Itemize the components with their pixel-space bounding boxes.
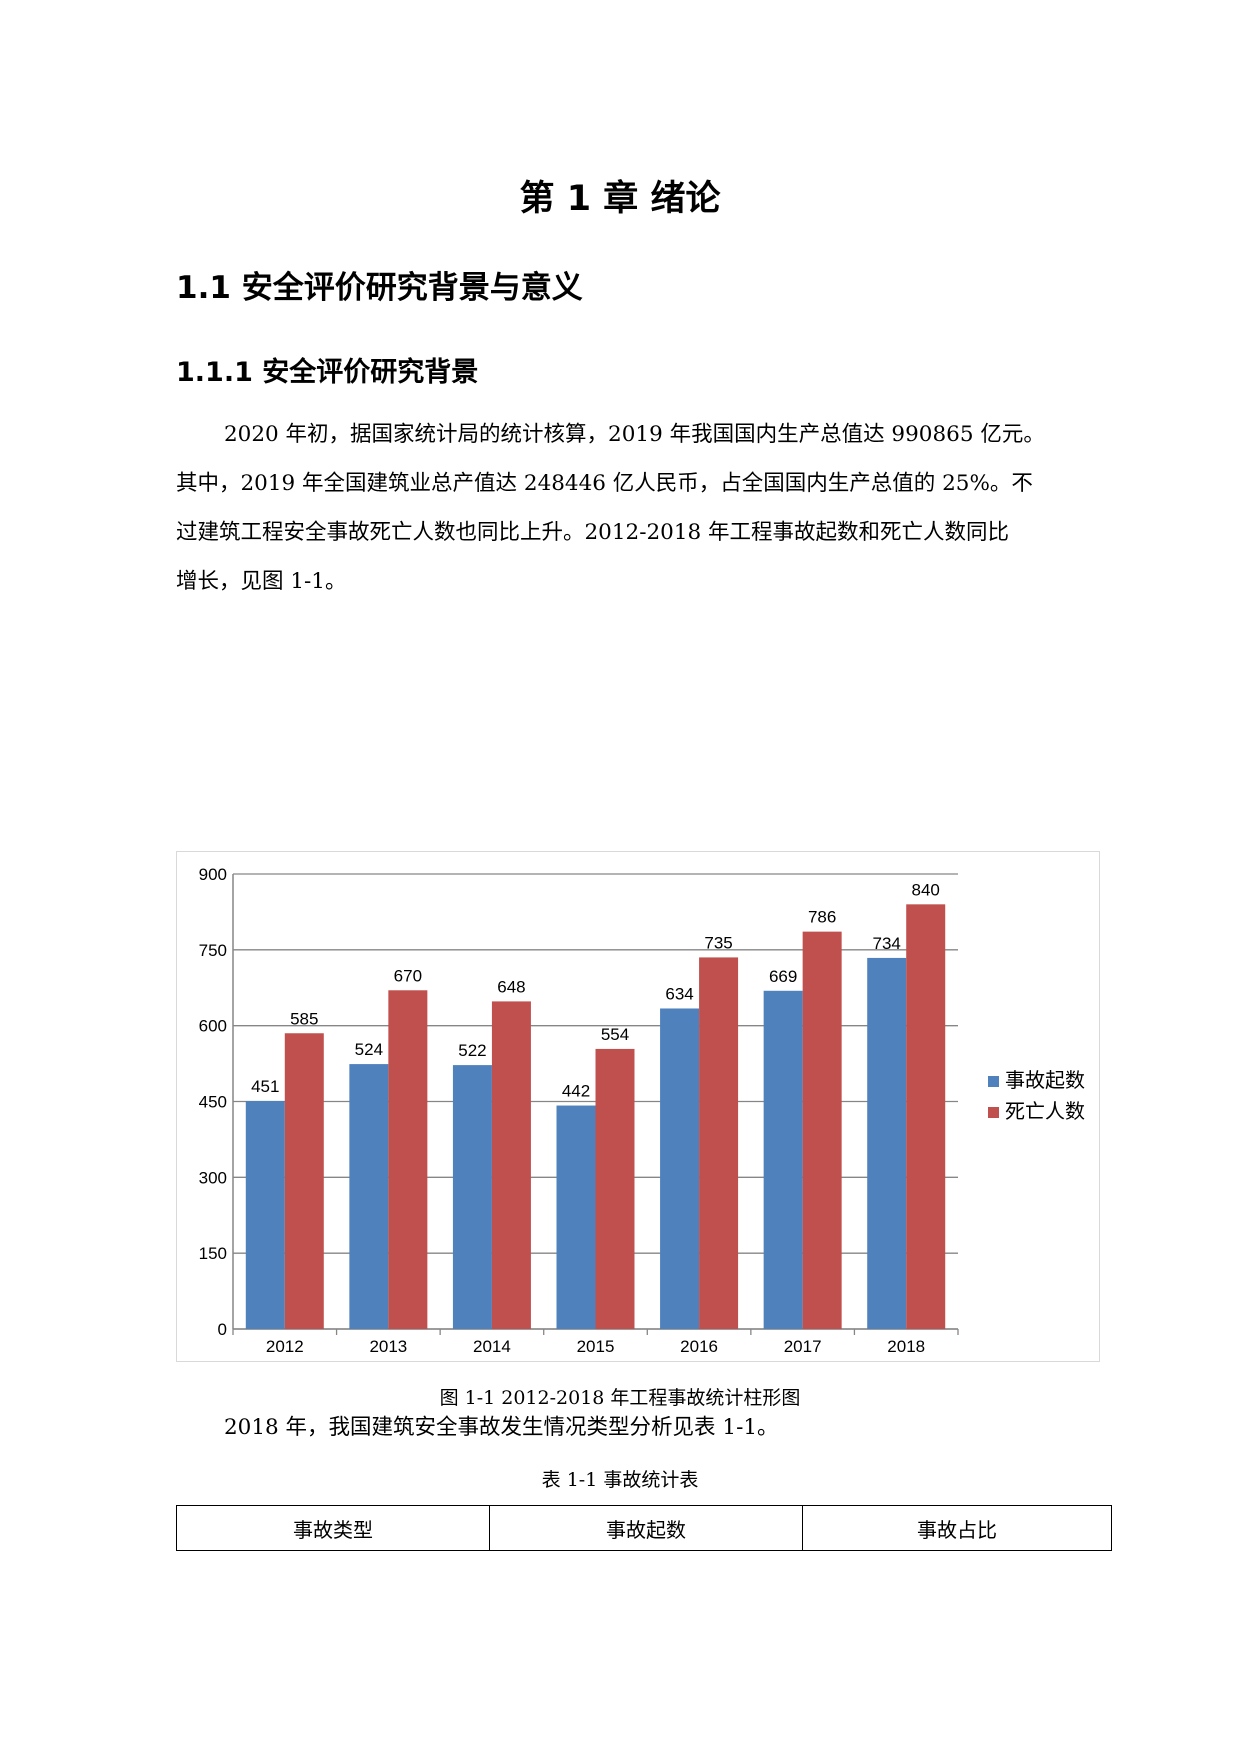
bar <box>388 990 428 1329</box>
table-header-cell: 事故类型 <box>176 1505 490 1551</box>
paragraph-line: 过建筑工程安全事故死亡人数也同比上升。2012-2018 年工程事故起数和死亡人… <box>176 520 1010 545</box>
table-caption: 表 1-1 事故统计表 <box>541 1469 699 1491</box>
data-label: 648 <box>497 977 525 996</box>
data-label: 442 <box>562 1082 590 1101</box>
bar <box>284 1033 324 1329</box>
x-tick-label: 2014 <box>473 1337 511 1356</box>
bar <box>763 990 803 1329</box>
data-label: 585 <box>290 1009 318 1028</box>
x-tick-label: 2018 <box>887 1337 925 1356</box>
paragraph: 2018 年，我国建筑安全事故发生情况类型分析见表 1-1。 <box>176 1403 1154 1452</box>
x-tick-label: 2017 <box>784 1337 822 1356</box>
y-tick-label: 750 <box>199 941 227 960</box>
data-label: 734 <box>873 934 901 953</box>
legend-label: 事故起数 <box>1005 1069 1085 1092</box>
y-tick-label: 450 <box>199 1093 227 1112</box>
paragraph-line: 2018 年，我国建筑安全事故发生情况类型分析见表 1-1。 <box>224 1415 779 1440</box>
data-label: 524 <box>355 1040 383 1059</box>
data-label: 634 <box>665 984 693 1003</box>
x-tick-label: 2012 <box>266 1337 304 1356</box>
legend-swatch <box>988 1107 999 1118</box>
data-label: 670 <box>394 966 422 985</box>
section-heading: 1.1 安全评价研究背景与意义 <box>176 270 583 306</box>
bar <box>245 1100 285 1329</box>
bar <box>906 904 946 1329</box>
bar <box>556 1105 596 1329</box>
paragraph: 2020 年初，据国家统计局的统计核算，2019 年我国国内生产总值达 9908… <box>176 410 1106 606</box>
data-label: 554 <box>601 1025 629 1044</box>
data-label: 451 <box>251 1077 279 1096</box>
table-header-cell: 事故占比 <box>802 1505 1112 1551</box>
bar <box>867 957 907 1329</box>
bar <box>491 1001 531 1329</box>
accident-stat-table: 事故类型 事故起数 事故占比 <box>176 1505 1112 1551</box>
bar <box>595 1048 635 1329</box>
table-header-row: 事故类型 事故起数 事故占比 <box>176 1505 1112 1551</box>
bar <box>699 957 739 1329</box>
bar <box>660 1008 700 1329</box>
legend-label: 死亡人数 <box>1005 1100 1085 1123</box>
paragraph-line: 2020 年初，据国家统计局的统计核算，2019 年我国国内生产总值达 9908… <box>224 422 1045 447</box>
bar-chart: 0 150 300 450 600 750 900 451 585 2012 524 670 2013 5… <box>199 865 1085 1356</box>
data-label: 840 <box>912 880 940 899</box>
subsection-heading: 1.1.1 安全评价研究背景 <box>176 357 479 388</box>
bar <box>452 1065 492 1329</box>
legend-swatch <box>988 1076 999 1087</box>
data-label: 669 <box>769 967 797 986</box>
bar <box>802 931 842 1329</box>
data-label: 735 <box>704 933 732 952</box>
paragraph-line: 增长，见图 1-1。 <box>176 569 347 594</box>
data-label: 522 <box>458 1041 486 1060</box>
y-tick-label: 150 <box>199 1244 227 1263</box>
y-tick-label: 300 <box>199 1168 227 1187</box>
bar <box>349 1064 389 1329</box>
data-label: 786 <box>808 908 836 927</box>
paragraph-line: 其中，2019 年全国建筑业总产值达 248446 亿人民币，占全国国内生产总值… <box>176 471 1033 496</box>
y-tick-label: 0 <box>218 1320 227 1339</box>
y-tick-label: 600 <box>199 1017 227 1036</box>
x-tick-label: 2016 <box>680 1337 718 1356</box>
y-tick-label: 900 <box>199 865 227 884</box>
table-header-cell: 事故起数 <box>489 1505 803 1551</box>
chart-frame: 0 150 300 450 600 750 900 451 585 2012 524 670 2013 5… <box>176 851 1100 1362</box>
figure-caption: 图 1-1 2012-2018 年工程事故统计柱形图 <box>439 1387 801 1409</box>
x-tick-label: 2013 <box>369 1337 407 1356</box>
chapter-title: 第 1 章 绪论 <box>519 179 721 219</box>
x-tick-label: 2015 <box>577 1337 615 1356</box>
